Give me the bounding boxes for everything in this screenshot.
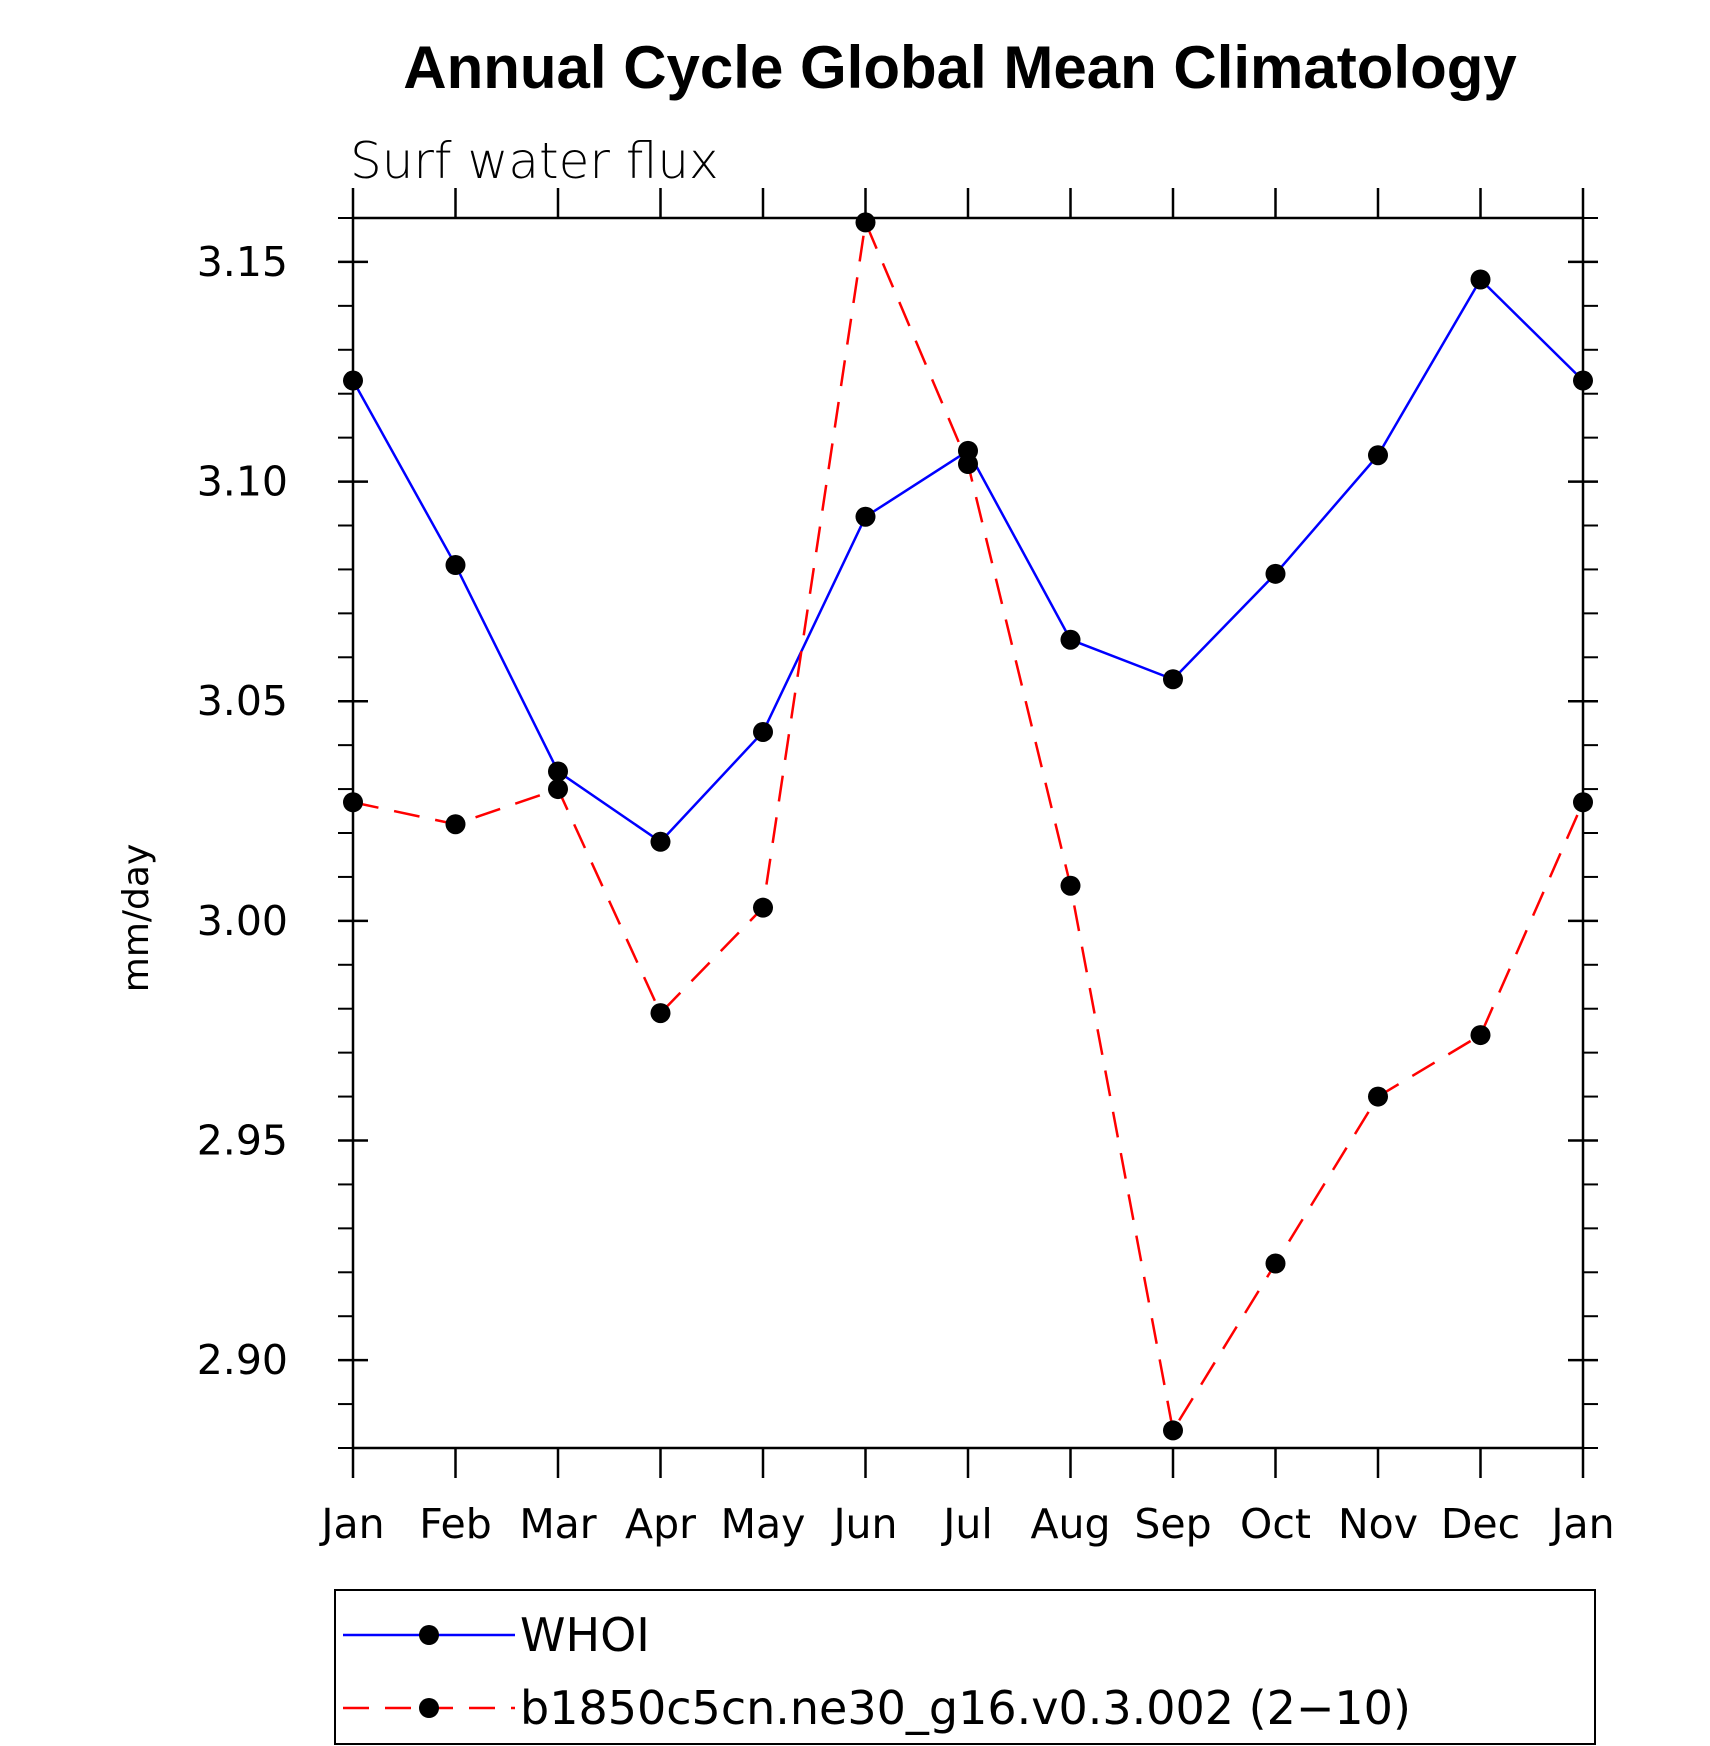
series-2-point: [650, 1003, 671, 1024]
series-2-point: [548, 779, 568, 800]
series-2-point: [445, 814, 466, 835]
series-1-point: [650, 831, 671, 852]
y-tick-label: 3.00: [197, 897, 288, 945]
x-tick-label: Jun: [830, 1500, 897, 1548]
series-2-point: [343, 792, 363, 813]
y-tick-label: 2.90: [197, 1336, 288, 1384]
plot-frame: [351, 216, 1585, 1450]
series-2-point: [1368, 1086, 1388, 1107]
series-1-point: [445, 555, 466, 576]
y-tick-label: 3.10: [197, 458, 288, 506]
x-tick-label: Feb: [419, 1500, 492, 1548]
series-2-point: [1163, 1420, 1183, 1441]
chart-subtitle: Surf water flux: [350, 132, 719, 190]
chart-title: Annual Cycle Global Mean Climatology: [403, 34, 1517, 101]
x-tick-label: Aug: [1030, 1500, 1110, 1548]
x-tick-label: Mar: [519, 1500, 596, 1548]
x-tick-label: Jan: [1548, 1500, 1614, 1548]
legend-box: [334, 1589, 1596, 1745]
x-tick-label: Dec: [1441, 1500, 1520, 1548]
x-tick-label: Oct: [1240, 1500, 1311, 1548]
series-2-point: [1470, 1025, 1491, 1046]
series-1-point: [1470, 269, 1491, 290]
series-1-point: [343, 370, 363, 391]
x-tick-label: Sep: [1134, 1500, 1211, 1548]
series-line-2: [352, 217, 1585, 1434]
plot-axes: 2.90 2.95 3.00 3.05 3.10 3.15 Jan Feb Mar Apr May J…: [197, 188, 1615, 1548]
x-tick-label: Nov: [1338, 1500, 1418, 1548]
series-layer: [343, 212, 1593, 1441]
series-2-point: [1265, 1253, 1286, 1274]
series-2-point: [1573, 792, 1593, 813]
y-tick-label: 2.95: [197, 1117, 288, 1165]
series-1-point: [1573, 370, 1593, 391]
legend-marker-2: [419, 1698, 439, 1718]
x-tick-label: Jan: [318, 1500, 384, 1548]
series-2-point: [1060, 875, 1081, 896]
series-line-1: [351, 277, 1584, 844]
legend-label-2: b1850c5cn.ne30_g16.v0.3.002 (2−10): [520, 1681, 1411, 1735]
x-tick-label: Jul: [940, 1500, 992, 1548]
series-1-point: [1265, 563, 1286, 584]
series-1-point: [548, 761, 568, 782]
y-tick-label: 3.15: [197, 238, 288, 286]
series-2-point: [958, 454, 978, 474]
y-tick-label: 3.05: [197, 677, 288, 725]
legend-marker-1: [419, 1625, 439, 1645]
series-1-point: [1368, 445, 1388, 466]
y-axis-label: mm/day: [116, 844, 157, 992]
series-1-point: [753, 721, 773, 742]
x-tick-label: May: [721, 1500, 806, 1548]
series-2-point: [753, 897, 773, 918]
legend-label-1: WHOI: [520, 1608, 650, 1662]
series-2-point: [855, 212, 876, 233]
series-1-point: [1163, 669, 1183, 690]
series-1-point: [855, 506, 876, 527]
x-tick-label: Apr: [625, 1500, 696, 1548]
series-1-point: [1060, 629, 1081, 650]
legend: WHOI b1850c5cn.ne30_g16.v0.3.002 (2−10): [334, 1589, 1596, 1745]
